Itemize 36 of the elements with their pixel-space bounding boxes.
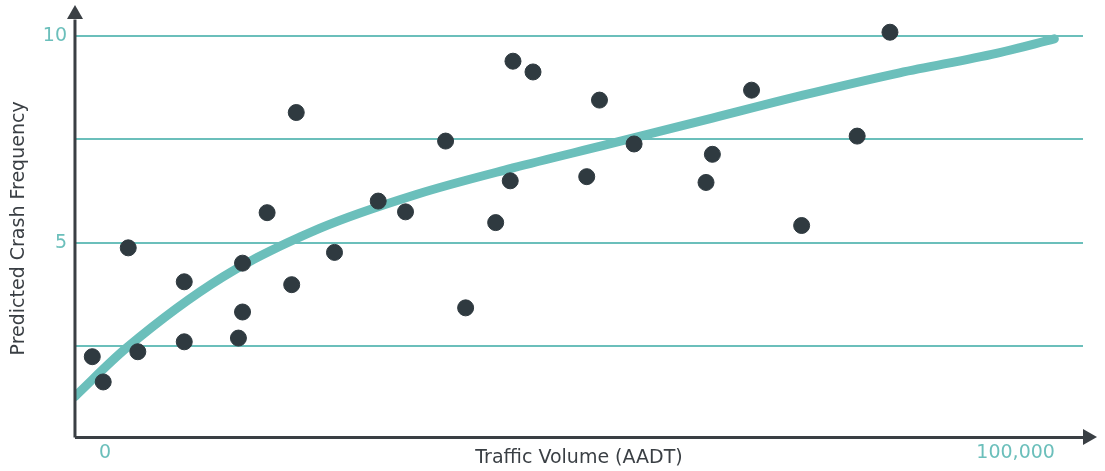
y-axis-title: Predicted Crash Frequency [6,101,29,356]
point [175,333,193,351]
point [234,254,252,272]
x-tick-label: 0 [98,439,112,462]
point [83,348,101,366]
point [881,23,899,41]
point [94,373,112,391]
point [793,217,811,234]
point [743,81,761,99]
point [524,63,542,81]
point [437,132,455,150]
point [625,135,643,153]
point [119,239,137,257]
point [397,203,415,221]
point [487,214,505,232]
point [129,343,147,361]
point [504,52,522,70]
x-tick-label: 100,000 [976,439,1055,462]
x-axis-title: Traffic Volume (AADT) [474,444,683,467]
point [258,204,276,222]
point [175,273,193,291]
point [501,172,519,190]
point [697,173,715,191]
y-tick-label: 10 [42,22,67,45]
point [457,299,475,317]
point [287,104,305,122]
y-tick-label: 5 [54,229,67,252]
point [326,243,343,261]
point [590,91,608,109]
point [283,276,301,294]
point [229,329,247,347]
point [848,127,866,145]
point [578,168,596,186]
point [369,192,387,210]
point [703,145,721,163]
point [234,303,252,321]
